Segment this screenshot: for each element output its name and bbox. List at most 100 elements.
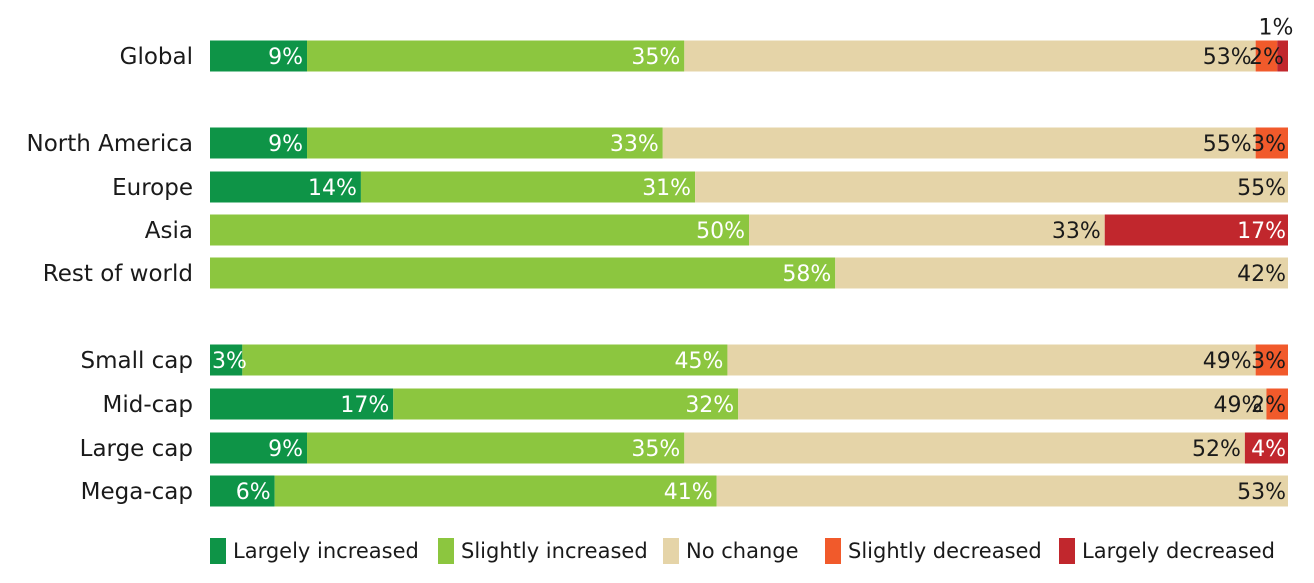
- data-label: 53%: [1203, 45, 1252, 70]
- bar-row-europe: Europe 14% 31% 55%: [112, 171, 1288, 203]
- data-label: 9%: [268, 45, 303, 70]
- data-label: 3%: [212, 349, 247, 374]
- data-label: 33%: [1052, 219, 1101, 244]
- legend-swatch: [825, 538, 841, 564]
- legend-item-no-change: No change: [663, 538, 799, 564]
- legend-swatch: [438, 538, 454, 564]
- bar-segment-no-change: [662, 127, 1256, 159]
- bar-segment-largely-increased: [210, 344, 243, 376]
- data-label: 52%: [1192, 437, 1241, 462]
- legend-label: Slightly decreased: [848, 539, 1042, 563]
- data-label: 32%: [685, 393, 734, 418]
- bar-segment-slightly-decreased: [1255, 127, 1288, 159]
- bar-row-global: Global 9% 35% 53%2% 1%: [120, 16, 1294, 72]
- legend-swatch: [210, 538, 226, 564]
- data-label: 1%: [1259, 16, 1294, 41]
- data-label: 6%: [236, 480, 271, 505]
- data-label: 55%: [1203, 132, 1252, 157]
- bar-row-mega-cap: Mega-cap 6% 41% 53%: [81, 475, 1288, 507]
- category-label: North America: [26, 131, 193, 157]
- data-label: 9%: [268, 132, 303, 157]
- bar-segment-slightly-increased: [307, 40, 685, 72]
- bar-segment-largely-increased: [210, 40, 308, 72]
- bars-layer: Global 9% 35% 53%2%1%North America 9% 33% 55% 3…: [26, 16, 1293, 507]
- category-label: Asia: [145, 218, 193, 244]
- category-label: Small cap: [80, 348, 193, 374]
- bar-segment-slightly-increased: [210, 214, 749, 246]
- legend-label: No change: [686, 539, 799, 563]
- data-label: 14%: [308, 176, 357, 201]
- data-label: 4%: [1251, 437, 1286, 462]
- category-label: Global: [120, 44, 193, 70]
- data-label: 17%: [1237, 219, 1286, 244]
- legend-item-largely-increased: Largely increased: [210, 538, 419, 564]
- data-label: 2%: [1251, 393, 1286, 418]
- data-label: 35%: [631, 437, 680, 462]
- bar-segment-slightly-increased: [307, 127, 663, 159]
- legend-swatch: [663, 538, 679, 564]
- legend-label: Largely decreased: [1082, 539, 1275, 563]
- category-label: Large cap: [80, 436, 193, 462]
- bar-segment-no-change: [684, 40, 1256, 72]
- bar-segment-largely-increased: [210, 171, 361, 203]
- bar-segment-largely-decreased: [1277, 40, 1288, 72]
- bar-row-rest-of-world: Rest of world 58% 42%: [43, 257, 1288, 289]
- bar-segment-no-change: [684, 432, 1245, 464]
- data-label: 50%: [696, 219, 745, 244]
- data-label: 31%: [642, 176, 691, 201]
- bar-segment-slightly-increased: [393, 388, 739, 420]
- legend-label: Slightly increased: [461, 539, 648, 563]
- category-label: Mid-cap: [103, 392, 193, 418]
- data-label: 9%: [268, 437, 303, 462]
- bar-segment-no-change: [738, 388, 1267, 420]
- bar-segment-largely-decreased: [1244, 432, 1288, 464]
- bar-segment-no-change: [835, 257, 1288, 289]
- bar-row-large-cap: Large cap 9% 35% 52% 4%: [80, 432, 1288, 464]
- bar-segment-largely-increased: [210, 475, 275, 507]
- legend: Largely increased Slightly increased No ch…: [210, 538, 1275, 564]
- data-label: 45%: [675, 349, 724, 374]
- bar-segment-largely-increased: [210, 127, 308, 159]
- bar-segment-slightly-increased: [210, 257, 836, 289]
- data-label: 58%: [782, 262, 831, 287]
- data-label: 2%: [1249, 45, 1284, 70]
- legend-swatch: [1059, 538, 1075, 564]
- bar-row-small-cap: Small cap 3% 45% 49% 3%: [80, 344, 1288, 376]
- legend-label: Largely increased: [233, 539, 419, 563]
- bar-segment-no-change: [716, 475, 1288, 507]
- bar-segment-slightly-decreased: [1255, 344, 1288, 376]
- bar-segment-slightly-increased: [274, 475, 717, 507]
- data-label: 35%: [631, 45, 680, 70]
- data-label: 42%: [1237, 262, 1286, 287]
- bar-segment-slightly-decreased: [1255, 40, 1278, 72]
- data-label: 55%: [1237, 176, 1286, 201]
- bar-segment-slightly-increased: [307, 432, 685, 464]
- bar-segment-largely-increased: [210, 388, 394, 420]
- bar-segment-no-change: [695, 171, 1288, 203]
- data-label: 3%: [1251, 132, 1286, 157]
- category-label: Mega-cap: [81, 479, 193, 505]
- bar-segment-no-change: [749, 214, 1105, 246]
- data-label: 3%: [1251, 349, 1286, 374]
- legend-item-slightly-increased: Slightly increased: [438, 538, 648, 564]
- bar-segment-slightly-increased: [360, 171, 696, 203]
- bar-segment-no-change: [727, 344, 1256, 376]
- bar-segment-slightly-decreased: [1266, 388, 1288, 420]
- bar-segment-slightly-increased: [242, 344, 728, 376]
- bar-row-north-america: North America 9% 33% 55% 3%: [26, 127, 1288, 159]
- category-label: Europe: [112, 175, 193, 201]
- data-label: 33%: [610, 132, 659, 157]
- data-label: 49%: [1203, 349, 1252, 374]
- bar-row-mid-cap: Mid-cap 17% 32% 49%2%: [103, 388, 1288, 420]
- bar-segment-largely-increased: [210, 432, 308, 464]
- data-label: 17%: [340, 393, 389, 418]
- bar-row-asia: Asia 50% 33% 17%: [145, 214, 1288, 246]
- data-label: 41%: [664, 480, 713, 505]
- legend-item-slightly-decreased: Slightly decreased: [825, 538, 1042, 564]
- legend-item-largely-decreased: Largely decreased: [1059, 538, 1275, 564]
- data-label: 49%: [1214, 393, 1263, 418]
- data-label: 53%: [1237, 480, 1286, 505]
- bar-segment-largely-decreased: [1104, 214, 1288, 246]
- category-label: Rest of world: [43, 261, 193, 287]
